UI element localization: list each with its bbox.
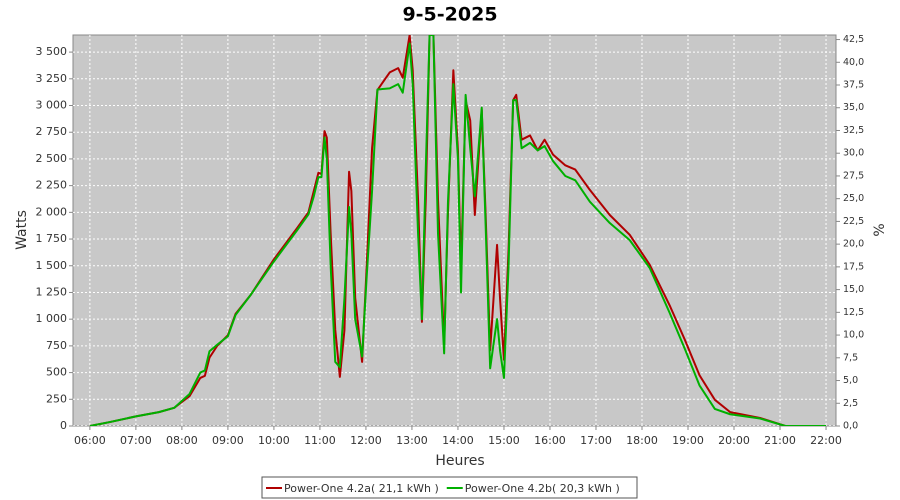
y-tick-label: 250 (46, 392, 67, 405)
y2-tick-label: 0,0 (843, 421, 858, 432)
y2-tick-label: 22,5 (843, 216, 864, 227)
y2-tick-label: 12,5 (843, 307, 864, 318)
y2-tick-label: 5,0 (843, 375, 858, 386)
y2-tick-label: 20,0 (843, 239, 864, 250)
x-tick-label: 12:00 (350, 434, 382, 447)
y-tick-label: 750 (46, 339, 67, 352)
x-tick-label: 21:00 (764, 434, 796, 447)
series-line (89, 35, 827, 426)
y-tick-label: 2 750 (36, 125, 68, 138)
x-tick-label: 16:00 (534, 434, 566, 447)
y-tick-label: 2 000 (36, 205, 68, 218)
y2-tick-label: 15,0 (843, 284, 864, 295)
y2-tick-label: 2,5 (843, 398, 858, 409)
y-tick-label: 2 500 (36, 152, 68, 165)
y2-axis-label: % (872, 223, 888, 236)
y2-tick-label: 25,0 (843, 193, 864, 204)
x-tick-label: 10:00 (258, 434, 290, 447)
x-tick-label: 08:00 (166, 434, 198, 447)
y-tick-label: 500 (46, 366, 67, 379)
y-tick-label: 3 500 (36, 45, 68, 58)
y2-tick-label: 17,5 (843, 261, 864, 272)
y2-tick-label: 10,0 (843, 330, 864, 341)
y2-tick-label: 30,0 (843, 148, 864, 159)
y2-tick-label: 32,5 (843, 125, 864, 136)
y-tick-label: 1 750 (36, 232, 68, 245)
legend-label: Power-One 4.2a( 21,1 kWh ) (284, 482, 439, 495)
plot-lines (73, 35, 836, 426)
y-axis-label: Watts (14, 210, 30, 250)
x-tick-label: 13:00 (396, 434, 428, 447)
y2-tick-label: 35,0 (843, 102, 864, 113)
y2-tick-label: 7,5 (843, 352, 858, 363)
y-tick-label: 1 000 (36, 312, 68, 325)
y-tick-label: 3 000 (36, 99, 68, 112)
legend-label: Power-One 4.2b( 20,3 kWh ) (465, 482, 620, 495)
x-tick-label: 18:00 (626, 434, 658, 447)
y-tick-label: 2 250 (36, 179, 68, 192)
y-tick-label: 1 250 (36, 285, 68, 298)
y2-tick-label: 40,0 (843, 57, 864, 68)
x-tick-label: 22:00 (810, 434, 842, 447)
x-tick-label: 09:00 (212, 434, 244, 447)
x-tick-label: 11:00 (304, 434, 336, 447)
x-tick-label: 19:00 (672, 434, 704, 447)
x-tick-label: 14:00 (442, 434, 474, 447)
y2-tick-label: 42,5 (843, 34, 864, 45)
x-tick-label: 17:00 (580, 434, 612, 447)
x-tick-label: 06:00 (74, 434, 106, 447)
chart-title: 9-5-2025 (402, 4, 497, 26)
x-axis-label: Heures (435, 453, 484, 469)
y2-tick-label: 37,5 (843, 80, 864, 91)
x-tick-label: 20:00 (718, 434, 750, 447)
x-tick-label: 15:00 (488, 434, 520, 447)
y2-tick-label: 27,5 (843, 170, 864, 181)
y-tick-label: 1 500 (36, 259, 68, 272)
x-tick-label: 07:00 (120, 434, 152, 447)
y-tick-label: 0 (60, 419, 67, 432)
y-tick-label: 3 250 (36, 72, 68, 85)
